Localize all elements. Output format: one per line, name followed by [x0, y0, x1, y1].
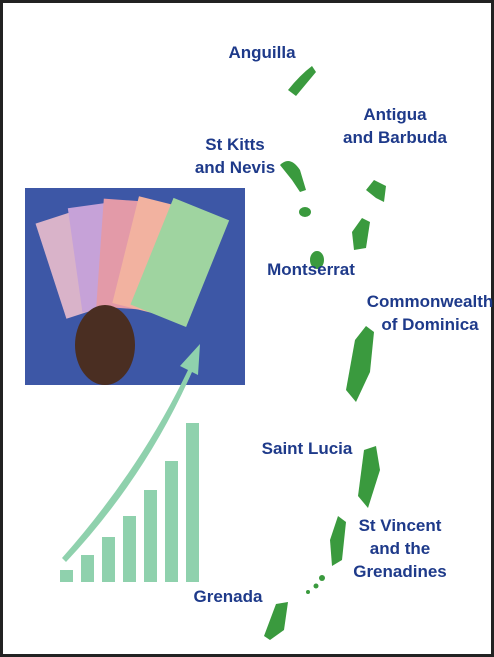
place-label: and the [370, 539, 430, 558]
place-label: Anguilla [228, 43, 296, 62]
place-label: St Kitts [205, 135, 265, 154]
place-label: Antigua [363, 105, 427, 124]
place-label: Saint Lucia [262, 439, 353, 458]
place-label: Grenadines [353, 562, 447, 581]
place-label: Grenada [194, 587, 264, 606]
place-label: Montserrat [267, 260, 355, 279]
place-label: of Dominica [381, 315, 479, 334]
photo [25, 188, 245, 385]
place-label: Commonwealth [367, 292, 494, 311]
map-infographic: Anguilla Antigua and Barbuda St Kitts and Ne… [0, 0, 494, 657]
place-label: and Barbuda [343, 128, 447, 147]
place-label: St Vincent [359, 516, 442, 535]
place-label: and Nevis [195, 158, 275, 177]
